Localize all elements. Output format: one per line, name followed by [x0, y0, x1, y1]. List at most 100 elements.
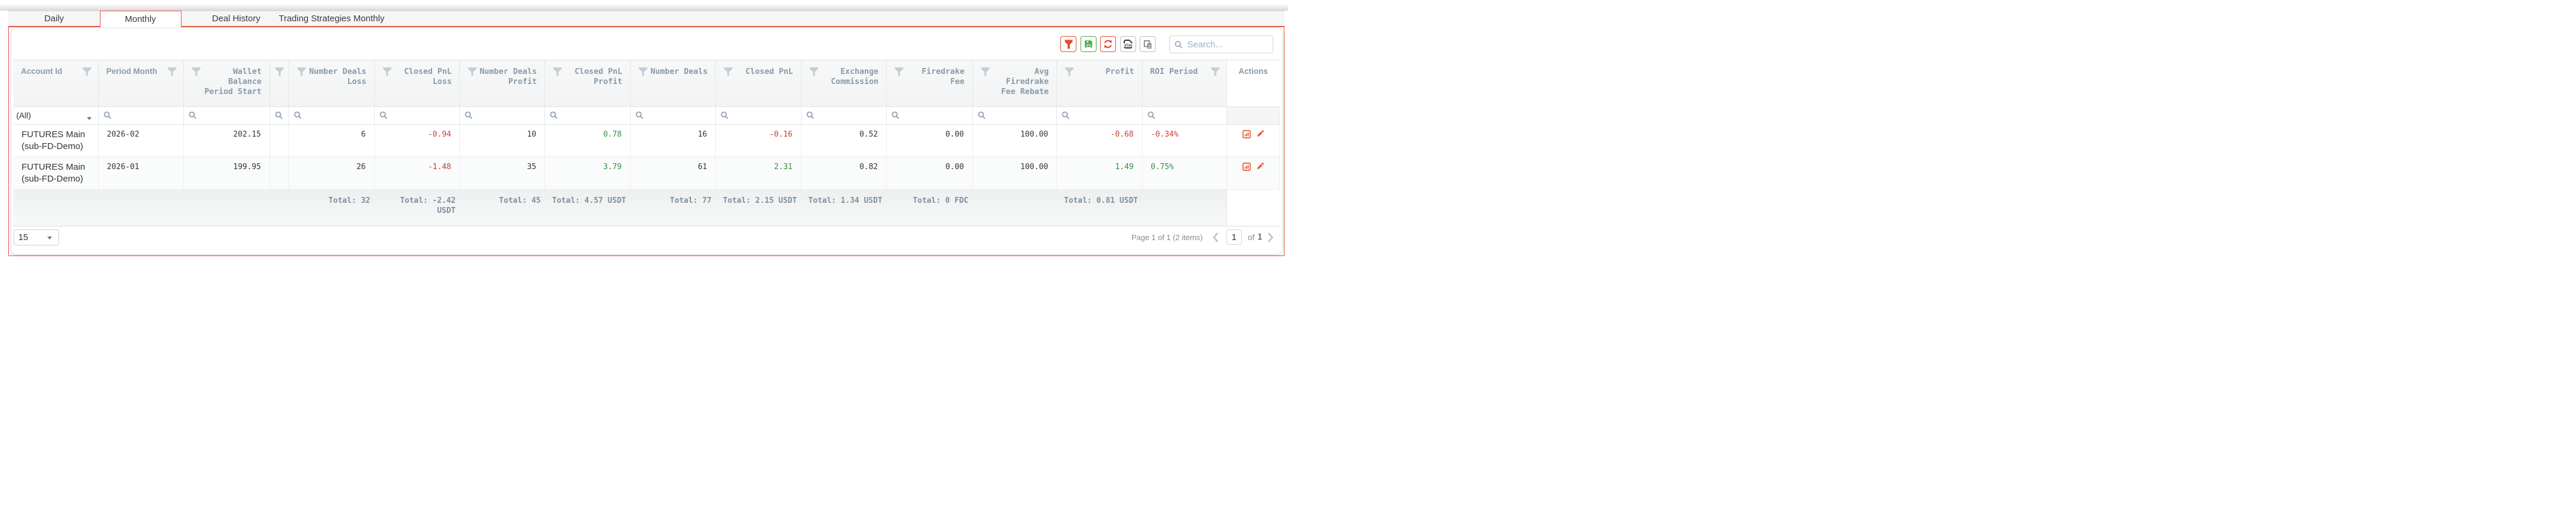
header-filter-icon[interactable]: [468, 67, 477, 76]
monthly-report-screen: Daily Monthly Deal History Trading Strat…: [0, 0, 1288, 266]
cell-actions: [1227, 157, 1280, 190]
refresh-button[interactable]: [1100, 36, 1116, 52]
filter-cell-avg-firedrake-fee-rebate[interactable]: [972, 106, 1057, 125]
search-icon: [635, 111, 643, 119]
table-row[interactable]: FUTURES Main (sub-FD-Demo) 2026-02 202.1…: [13, 124, 1280, 157]
top-shadow: [0, 4, 1288, 11]
search-icon: [465, 111, 473, 119]
col-header-number-deals-loss[interactable]: Number Deals Loss: [288, 60, 375, 107]
filter-cell-firedrake-fee[interactable]: [886, 106, 973, 125]
header-filter-icon[interactable]: [167, 67, 177, 76]
cell-account: FUTURES Main (sub-FD-Demo): [13, 124, 99, 157]
header-filter-icon[interactable]: [82, 67, 92, 76]
cell-exchange-commission: 0.82: [801, 157, 887, 190]
copy-button[interactable]: [1140, 36, 1156, 52]
tab-deal-history-label: Deal History: [212, 14, 261, 24]
chart-action-icon[interactable]: [1242, 163, 1251, 171]
filter-row: (All): [13, 106, 1280, 125]
monthly-panel: xlsx: [8, 27, 1284, 256]
col-header-closed-pnl-profit-label: Closed PnL Profit: [575, 67, 622, 86]
filter-cell-number-deals-profit[interactable]: [459, 106, 546, 125]
total-number-deals: Total: 77: [630, 189, 716, 226]
cell-roi-period: -0.34%: [1142, 124, 1228, 157]
filter-cell-roi-period[interactable]: [1142, 106, 1228, 125]
cell-blank: [270, 124, 290, 157]
prev-page-icon[interactable]: [1212, 232, 1219, 243]
col-header-firedrake-fee[interactable]: Firedrake Fee: [886, 60, 973, 107]
account-filter-select[interactable]: (All): [14, 111, 98, 121]
cell-account: FUTURES Main (sub-FD-Demo): [13, 157, 99, 190]
search-icon: [275, 111, 283, 119]
header-filter-icon[interactable]: [192, 67, 201, 76]
filter-cell-number-deals[interactable]: [630, 106, 716, 125]
save-layout-button[interactable]: [1080, 36, 1096, 52]
col-header-roi-period-label: ROI Period: [1150, 67, 1198, 76]
pager: 15 Page 1 of 1 (2 items) 1 of 1: [13, 225, 1280, 254]
page-size-select[interactable]: 15: [13, 229, 59, 245]
edit-action-icon[interactable]: [1256, 130, 1264, 138]
edit-action-icon[interactable]: [1256, 163, 1264, 170]
filter-cell-closed-pnl[interactable]: [715, 106, 802, 125]
page-navigation: Page 1 of 1 (2 items) 1 of 1: [1131, 225, 1273, 250]
header-filter-icon[interactable]: [1211, 67, 1220, 76]
cell-roi-period: 0.75%: [1142, 157, 1228, 190]
header-filter-icon[interactable]: [275, 67, 284, 76]
total-pages: 1: [1257, 232, 1263, 242]
col-header-period-month[interactable]: Period Month: [98, 60, 184, 107]
tab-trading-strategies-monthly[interactable]: Trading Strategies Monthly: [278, 11, 385, 26]
col-header-closed-pnl-loss[interactable]: Closed PnL Loss: [374, 60, 460, 107]
col-header-wallet-balance-period-start[interactable]: Wallet Balance Period Start: [183, 60, 270, 107]
search-input[interactable]: [1182, 39, 1268, 50]
tab-deal-history[interactable]: Deal History: [194, 11, 278, 26]
filter-cell-closed-pnl-loss[interactable]: [374, 106, 460, 125]
col-header-closed-pnl[interactable]: Closed PnL: [715, 60, 802, 107]
cell-number-deals-profit: 35: [459, 157, 546, 190]
tab-daily[interactable]: Daily: [9, 11, 99, 26]
current-page-input[interactable]: 1: [1226, 229, 1242, 245]
header-filter-icon[interactable]: [297, 67, 306, 76]
filter-cell-account[interactable]: (All): [13, 106, 99, 125]
header-filter-icon[interactable]: [724, 67, 733, 76]
filter-cell-closed-pnl-profit[interactable]: [544, 106, 631, 125]
filter-builder-button[interactable]: [1060, 36, 1076, 52]
tab-monthly[interactable]: Monthly: [99, 11, 181, 28]
cell-profit: 1.49: [1056, 157, 1143, 190]
next-page-icon[interactable]: [1267, 232, 1274, 243]
col-header-profit[interactable]: Profit: [1056, 60, 1143, 107]
col-header-number-deals-profit[interactable]: Number Deals Profit: [459, 60, 546, 107]
col-header-closed-pnl-label: Closed PnL: [745, 67, 793, 76]
grid-toolbar: xlsx: [14, 28, 1273, 60]
cell-profit: -0.68: [1056, 124, 1143, 157]
header-filter-icon[interactable]: [638, 67, 648, 76]
col-header-blank[interactable]: [270, 60, 290, 107]
chart-action-icon[interactable]: [1242, 130, 1251, 138]
filter-cell-period-month[interactable]: [98, 106, 184, 125]
export-xlsx-button[interactable]: xlsx: [1120, 36, 1136, 52]
table-row[interactable]: FUTURES Main (sub-FD-Demo) 2026-01 199.9…: [13, 157, 1280, 190]
filter-cell-exchange-commission[interactable]: [801, 106, 887, 125]
total-avg-firedrake-fee-rebate: [972, 189, 1057, 226]
filter-cell-blank[interactable]: [270, 106, 290, 125]
header-filter-icon[interactable]: [1065, 67, 1074, 76]
col-header-number-deals-label: Number Deals: [650, 67, 708, 76]
col-header-roi-period[interactable]: ROI Period: [1142, 60, 1228, 107]
header-filter-icon[interactable]: [809, 67, 819, 76]
col-header-avg-firedrake-fee-rebate[interactable]: Avg Firedrake Fee Rebate: [972, 60, 1057, 107]
cell-exchange-commission: 0.52: [801, 124, 887, 157]
col-header-account-id[interactable]: Account Id: [13, 60, 99, 107]
col-header-closed-pnl-profit[interactable]: Closed PnL Profit: [544, 60, 631, 107]
filter-cell-profit[interactable]: [1056, 106, 1143, 125]
filter-cell-wallet-balance[interactable]: [183, 106, 270, 125]
header-filter-icon[interactable]: [894, 67, 904, 76]
header-filter-icon[interactable]: [382, 67, 392, 76]
header-filter-icon[interactable]: [553, 67, 562, 76]
col-header-number-deals[interactable]: Number Deals: [630, 60, 716, 107]
refresh-icon: [1104, 40, 1112, 48]
col-header-wallet-balance-label: Wallet Balance Period Start: [204, 67, 262, 96]
col-header-actions: Actions: [1227, 60, 1279, 107]
col-header-exchange-commission[interactable]: Exchange Commission: [801, 60, 887, 107]
search-icon: [1062, 111, 1070, 119]
header-filter-icon[interactable]: [981, 67, 990, 76]
filter-cell-number-deals-loss[interactable]: [288, 106, 375, 125]
cell-wallet-balance: 202.15: [183, 124, 270, 157]
